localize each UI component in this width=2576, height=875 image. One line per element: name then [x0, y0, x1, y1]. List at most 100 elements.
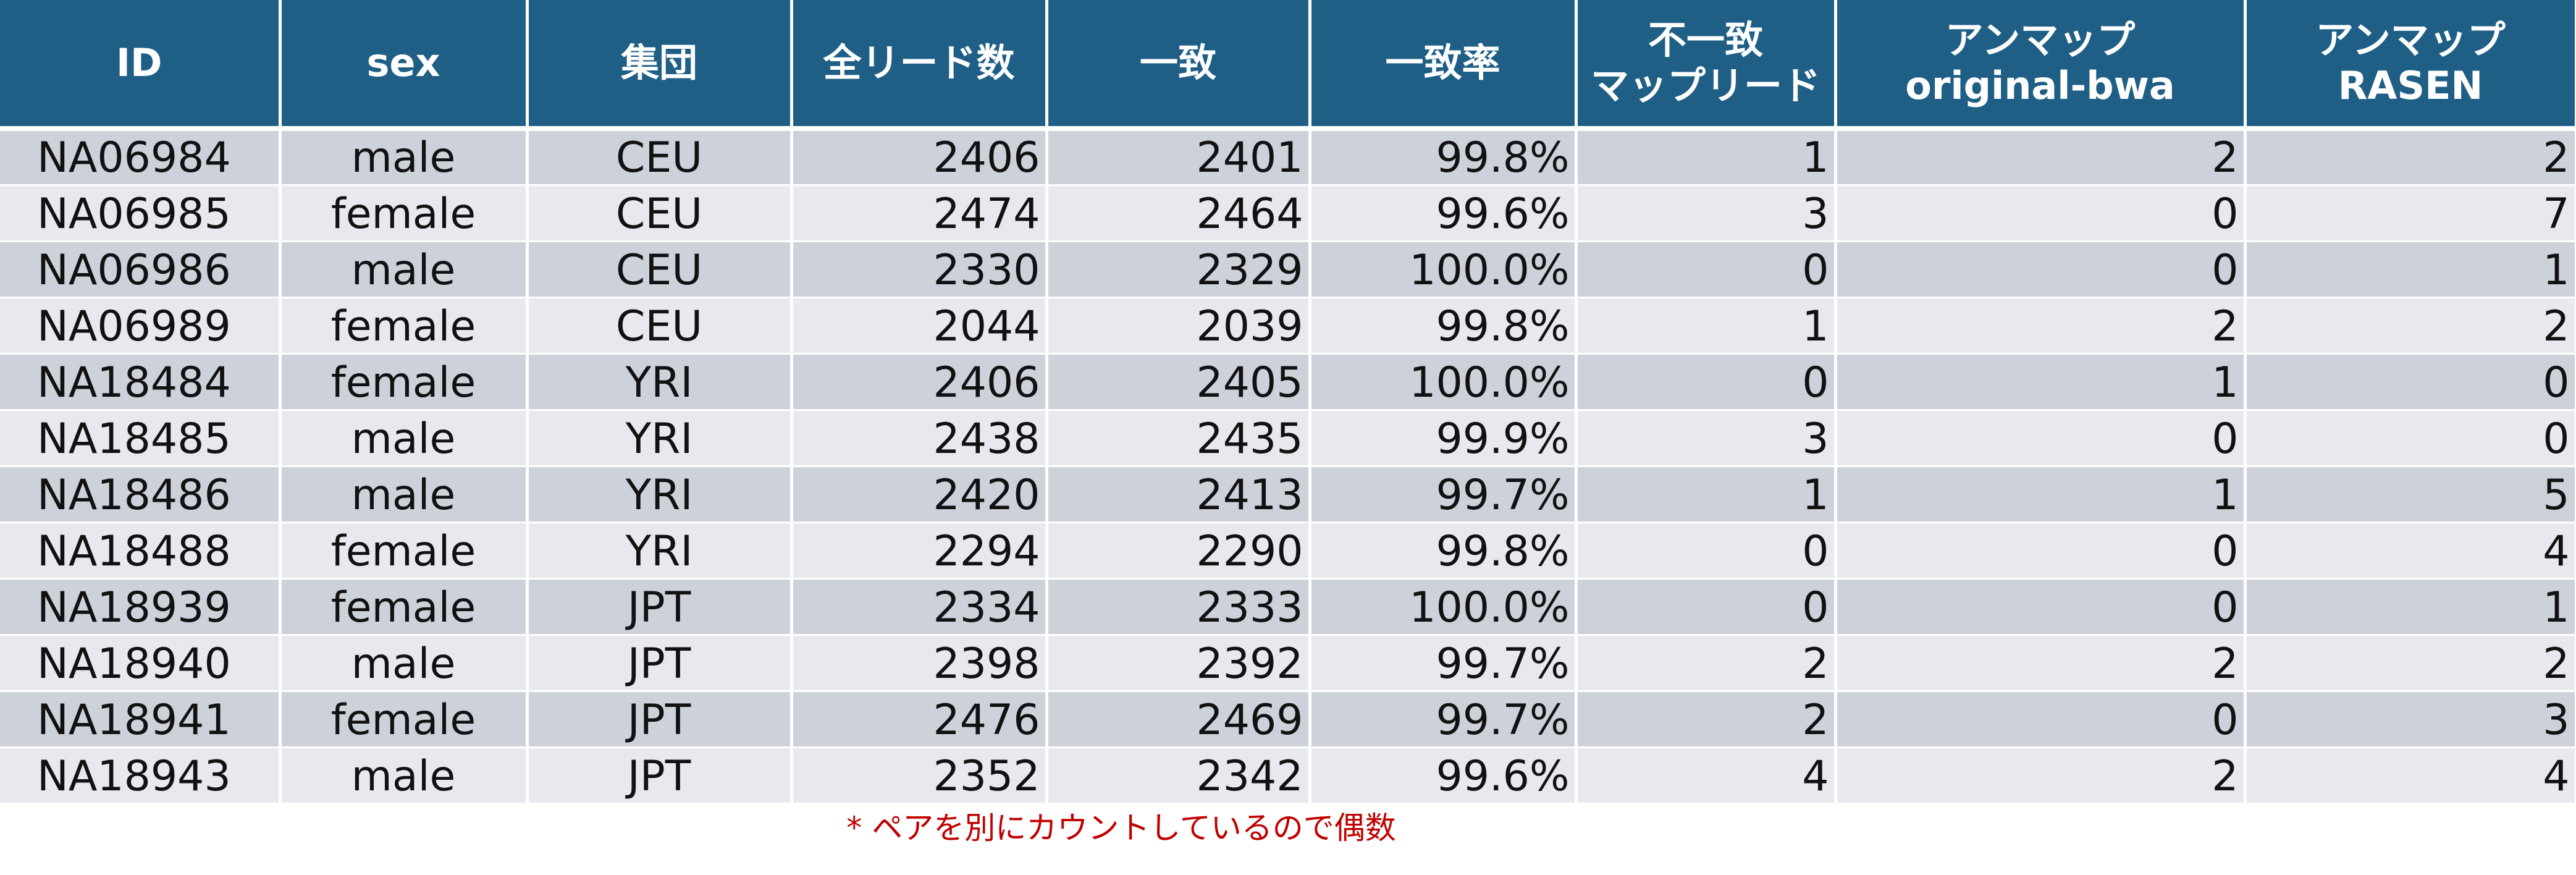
- cell-match: 2039: [1046, 297, 1311, 355]
- cell-id: NA06986: [0, 241, 282, 298]
- cell-unmapped-rasen: 5: [2245, 466, 2576, 523]
- table-row: NA06985 female CEU 2474 2464 99.6% 3 0 7: [0, 185, 2576, 242]
- cell-unmapped-rasen: 2: [2245, 297, 2576, 355]
- cell-total-reads: 2420: [791, 466, 1048, 523]
- cell-group: CEU: [527, 297, 793, 355]
- cell-id: NA06984: [0, 129, 282, 186]
- cell-total-reads: 2294: [791, 522, 1048, 580]
- footnote-text: * ペアを別にカウントしているので偶数: [846, 810, 1396, 846]
- cell-unmapped-original-bwa: 2: [1835, 129, 2247, 186]
- header-label-line: sex: [366, 40, 440, 85]
- cell-mismatch-mapped-reads: 1: [1576, 466, 1837, 523]
- table-row: NA18939 female JPT 2334 2333 100.0% 0 0 1: [0, 578, 2576, 636]
- cell-sex: male: [280, 241, 529, 298]
- cell-unmapped-rasen: 2: [2245, 129, 2576, 186]
- cell-mismatch-mapped-reads: 2: [1576, 691, 1837, 748]
- header-label-line: アンマップ: [1945, 17, 2136, 62]
- cell-mismatch-mapped-reads: 0: [1576, 522, 1837, 580]
- cell-group: JPT: [527, 578, 793, 636]
- cell-match: 2435: [1046, 410, 1311, 467]
- cell-sex: female: [280, 691, 529, 748]
- header-match: 一致: [1046, 0, 1311, 131]
- cell-match: 2329: [1046, 241, 1311, 298]
- header-label-line: アンマップ: [2315, 17, 2506, 62]
- cell-unmapped-rasen: 7: [2245, 185, 2576, 242]
- cell-group: CEU: [527, 241, 793, 298]
- cell-total-reads: 2406: [791, 353, 1048, 411]
- cell-unmapped-rasen: 3: [2245, 691, 2576, 748]
- table-body: NA06984 male CEU 2406 2401 99.8% 1 2 2 NA06985 fem…: [0, 129, 2576, 805]
- cell-total-reads: 2398: [791, 635, 1048, 692]
- cell-group: YRI: [527, 353, 793, 411]
- cell-unmapped-rasen: 2: [2245, 635, 2576, 692]
- cell-match: 2401: [1046, 129, 1311, 186]
- header-unmapped-rasen: アンマップ RASEN: [2245, 0, 2576, 131]
- cell-sex: male: [280, 410, 529, 467]
- cell-id: NA18940: [0, 635, 282, 692]
- cell-mismatch-mapped-reads: 1: [1576, 129, 1837, 186]
- cell-sex: female: [280, 578, 529, 636]
- cell-unmapped-original-bwa: 2: [1835, 747, 2247, 805]
- cell-match-rate: 99.8%: [1310, 522, 1578, 580]
- table-row: NA18488 female YRI 2294 2290 99.8% 0 0 4: [0, 522, 2576, 580]
- cell-group: CEU: [527, 185, 793, 242]
- table-row: NA18940 male JPT 2398 2392 99.7% 2 2 2: [0, 635, 2576, 692]
- cell-match-rate: 99.8%: [1310, 129, 1578, 186]
- cell-total-reads: 2330: [791, 241, 1048, 298]
- cell-group: YRI: [527, 522, 793, 580]
- header-label-line: 一致: [1139, 40, 1216, 85]
- header-label-line: 一致率: [1385, 40, 1501, 85]
- cell-unmapped-rasen: 0: [2245, 410, 2576, 467]
- table-header-row: ID sex 集団 全リード数 一致 一致率 不一致 マップリード アンマップ original-…: [0, 0, 2576, 131]
- header-label-line: original-bwa: [1905, 63, 2175, 108]
- cell-unmapped-original-bwa: 0: [1835, 522, 2247, 580]
- cell-match: 2392: [1046, 635, 1311, 692]
- cell-unmapped-original-bwa: 1: [1835, 353, 2247, 411]
- header-label-line: 集団: [620, 40, 697, 85]
- cell-match-rate: 99.8%: [1310, 297, 1578, 355]
- cell-total-reads: 2438: [791, 410, 1048, 467]
- cell-id: NA18941: [0, 691, 282, 748]
- cell-id: NA06989: [0, 297, 282, 355]
- header-mismatch-mapped-reads: 不一致 マップリード: [1576, 0, 1837, 131]
- footnote: * ペアを別にカウントしているので偶数: [0, 806, 2576, 850]
- cell-sex: female: [280, 522, 529, 580]
- cell-unmapped-rasen: 4: [2245, 747, 2576, 805]
- cell-match-rate: 99.6%: [1310, 185, 1578, 242]
- cell-sex: female: [280, 353, 529, 411]
- table-row: NA18485 male YRI 2438 2435 99.9% 3 0 0: [0, 410, 2576, 467]
- cell-group: CEU: [527, 129, 793, 186]
- header-label-line: 不一致: [1648, 17, 1763, 62]
- cell-unmapped-rasen: 1: [2245, 241, 2576, 298]
- cell-unmapped-original-bwa: 0: [1835, 410, 2247, 467]
- cell-unmapped-original-bwa: 0: [1835, 691, 2247, 748]
- cell-match: 2405: [1046, 353, 1311, 411]
- cell-group: JPT: [527, 635, 793, 692]
- cell-unmapped-original-bwa: 2: [1835, 297, 2247, 355]
- header-unmapped-original-bwa: アンマップ original-bwa: [1835, 0, 2247, 131]
- cell-match: 2333: [1046, 578, 1311, 636]
- cell-sex: female: [280, 297, 529, 355]
- cell-group: YRI: [527, 410, 793, 467]
- cell-unmapped-original-bwa: 0: [1835, 578, 2247, 636]
- cell-match: 2413: [1046, 466, 1311, 523]
- cell-mismatch-mapped-reads: 0: [1576, 241, 1837, 298]
- cell-match-rate: 99.6%: [1310, 747, 1578, 805]
- cell-total-reads: 2474: [791, 185, 1048, 242]
- cell-group: JPT: [527, 747, 793, 805]
- cell-unmapped-original-bwa: 0: [1835, 241, 2247, 298]
- cell-id: NA18943: [0, 747, 282, 805]
- cell-mismatch-mapped-reads: 1: [1576, 297, 1837, 355]
- header-group: 集団: [527, 0, 793, 131]
- header-label-line: マップリード: [1590, 63, 1820, 108]
- cell-sex: male: [280, 466, 529, 523]
- cell-total-reads: 2044: [791, 297, 1048, 355]
- cell-unmapped-original-bwa: 2: [1835, 635, 2247, 692]
- cell-unmapped-rasen: 4: [2245, 522, 2576, 580]
- header-label-line: 全リード数: [823, 40, 1015, 85]
- cell-total-reads: 2406: [791, 129, 1048, 186]
- cell-unmapped-rasen: 0: [2245, 353, 2576, 411]
- cell-match: 2290: [1046, 522, 1311, 580]
- cell-id: NA18485: [0, 410, 282, 467]
- cell-match: 2469: [1046, 691, 1311, 748]
